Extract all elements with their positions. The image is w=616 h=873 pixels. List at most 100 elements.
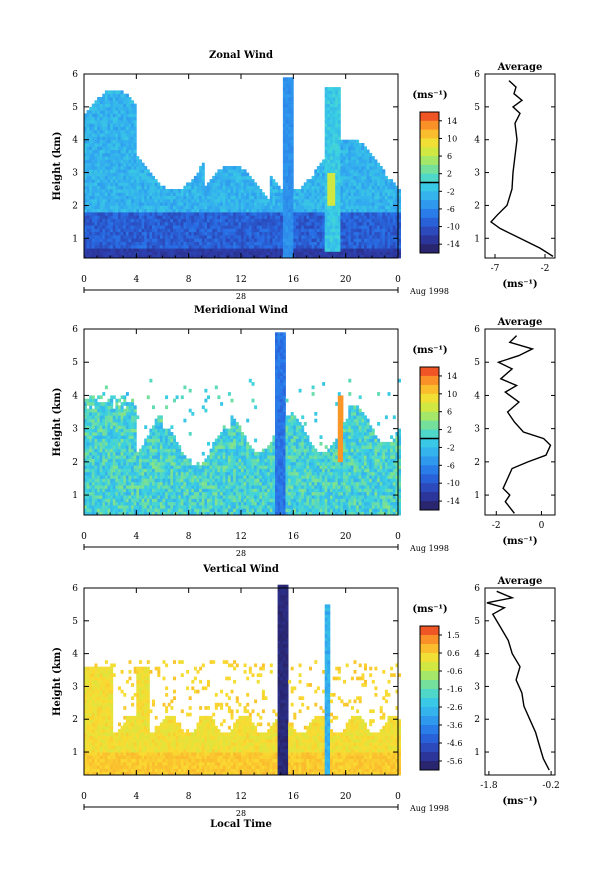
heatmap-cell [128, 475, 132, 479]
heatmap-cell [125, 172, 129, 177]
heatmap-cell [128, 435, 132, 439]
heatmap-cell [86, 422, 90, 426]
heatmap-cell [290, 212, 294, 216]
heatmap-cell [199, 205, 203, 210]
heatmap-cell [256, 231, 260, 236]
heatmap-cell [157, 511, 161, 516]
heatmap-cell [392, 192, 396, 196]
heatmap-cell [322, 208, 326, 213]
heatmap-cell [335, 215, 339, 219]
heatmap-cell [94, 156, 98, 160]
heatmap-cell [125, 488, 129, 493]
heatmap-cell [97, 123, 101, 127]
heatmap-cell [227, 169, 231, 173]
heatmap-cell [330, 192, 333, 196]
heatmap-cell [89, 113, 93, 118]
heatmap-cell [115, 448, 119, 453]
heatmap-cell [118, 438, 121, 443]
heatmap-cell [322, 202, 326, 206]
heatmap-cell [86, 202, 90, 206]
heatmap-cell [332, 189, 336, 193]
heatmap-cell [175, 212, 179, 216]
heatmap-cell [254, 189, 258, 193]
heatmap-cell [89, 179, 93, 183]
heatmap-cell [345, 185, 349, 190]
heatmap-cell [146, 221, 150, 226]
heatmap-cell [133, 448, 137, 453]
heatmap-cell [99, 402, 103, 406]
heatmap-cell [301, 205, 305, 210]
heatmap-cell [259, 198, 263, 203]
heatmap-cell [104, 192, 108, 196]
heatmap-cell [337, 228, 341, 233]
heatmap-cell [120, 415, 124, 420]
heatmap-cell [230, 254, 234, 259]
heatmap-cell [118, 100, 121, 104]
heatmap-cell [89, 422, 93, 426]
colorbar-segment [420, 208, 439, 219]
heatmap-cell [102, 451, 106, 456]
heatmap-cell [201, 235, 205, 239]
heatmap-cell [133, 146, 137, 150]
heatmap-cell [243, 205, 247, 210]
heatmap-cell [141, 488, 145, 493]
heatmap-cell [89, 505, 93, 509]
heatmap-cell [214, 235, 218, 239]
heatmap-cell [345, 251, 349, 256]
heatmap-cell [379, 166, 383, 170]
heatmap-cell [327, 97, 331, 101]
heatmap-cell [398, 218, 401, 223]
heatmap-cell [243, 182, 247, 187]
heatmap-cell [97, 478, 101, 483]
heatmap-cell [277, 244, 281, 249]
heatmap-cell [107, 90, 111, 95]
heatmap-cell [382, 241, 386, 246]
heatmap-cell [275, 244, 278, 249]
heatmap-cell [227, 215, 231, 219]
heatmap-cell [133, 162, 137, 167]
heatmap-cell [112, 103, 116, 108]
heatmap-cell [369, 254, 373, 259]
heatmap-cell [102, 152, 106, 157]
heatmap-cell [131, 205, 135, 210]
heatmap-cell [330, 179, 333, 183]
heatmap-cell [97, 169, 101, 173]
heatmap-cell [120, 418, 124, 423]
heatmap-cell [364, 238, 367, 242]
heatmap-cell [207, 189, 210, 193]
heatmap-cell [159, 212, 163, 216]
heatmap-cell [188, 231, 192, 236]
heatmap-cell [230, 235, 234, 239]
heatmap-cell [196, 248, 200, 252]
heatmap-cell [159, 428, 163, 433]
heatmap-cell [353, 221, 357, 226]
heatmap-cell [364, 221, 367, 226]
heatmap-cell [157, 241, 161, 246]
heatmap-cell [115, 475, 119, 479]
heatmap-cell [295, 212, 299, 216]
heatmap-cell [256, 198, 260, 203]
heatmap-cell [99, 432, 103, 436]
heatmap-cell [99, 448, 103, 453]
heatmap-cell [277, 221, 281, 226]
heatmap-cell [251, 238, 255, 242]
heatmap-cell [125, 408, 129, 413]
heatmap-cell [259, 221, 263, 226]
heatmap-cell [275, 182, 278, 187]
heatmap-cell [178, 248, 182, 252]
heatmap-cell [128, 97, 132, 101]
heatmap-cell [86, 182, 90, 187]
heatmap-cell [84, 441, 87, 446]
heatmap-cell [290, 87, 294, 91]
heatmap-cell [369, 248, 373, 252]
heatmap-cell [91, 455, 95, 459]
heatmap-cell [248, 189, 252, 193]
heatmap-cell [112, 238, 116, 242]
heatmap-cell [282, 225, 286, 229]
heatmap-cell [251, 231, 255, 236]
heatmap-cell [314, 212, 318, 216]
heatmap-cell [123, 435, 127, 439]
heatmap-cell [345, 139, 349, 144]
heatmap-cell [269, 179, 273, 183]
heatmap-cell [384, 179, 388, 183]
